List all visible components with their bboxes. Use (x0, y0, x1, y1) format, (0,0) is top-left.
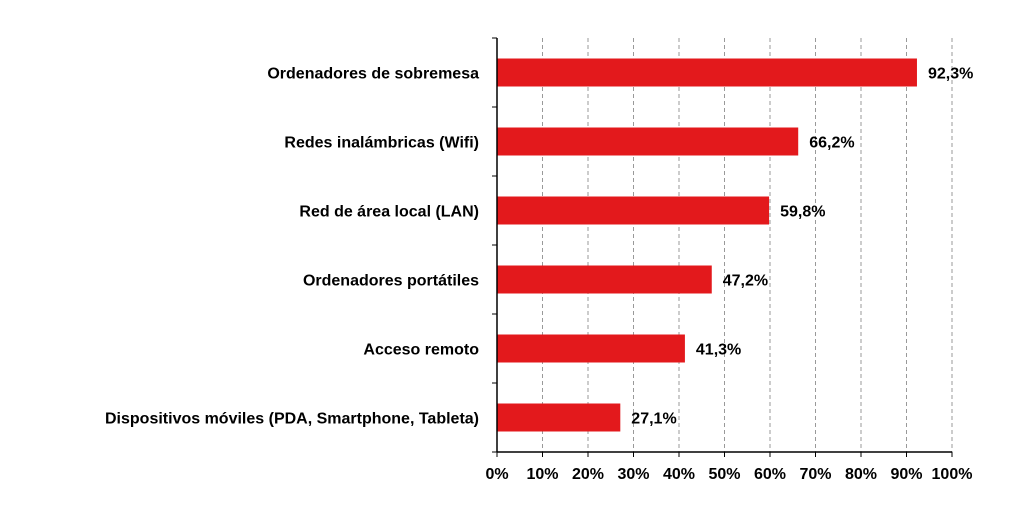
data-label: 27,1% (631, 411, 676, 428)
bar (497, 127, 799, 156)
x-tick-label: 40% (663, 466, 695, 483)
category-label: Red de área local (LAN) (299, 204, 479, 221)
bar (497, 265, 712, 294)
bar (497, 196, 770, 225)
bar (497, 334, 685, 363)
axes (492, 37, 953, 457)
x-tick-label: 50% (708, 466, 740, 483)
labels: 0% 10% 20% 30% 40% 50% 60% 70% 80% 90% 100% Ordenad… (105, 66, 973, 484)
bar (497, 58, 917, 87)
data-label: 41,3% (696, 342, 741, 359)
x-tick-label: 20% (572, 466, 604, 483)
category-label: Dispositivos móviles (PDA, Smartphone, T… (105, 411, 479, 428)
x-tick-label: 80% (845, 466, 877, 483)
category-label: Ordenadores portátiles (303, 273, 479, 290)
x-tick-label: 90% (890, 466, 922, 483)
data-label: 66,2% (809, 135, 854, 152)
x-tick-label: 100% (932, 466, 973, 483)
x-tick-label: 30% (617, 466, 649, 483)
bar (497, 403, 621, 432)
gridlines (542, 38, 953, 452)
category-label: Acceso remoto (363, 342, 479, 359)
data-label: 59,8% (780, 204, 825, 221)
x-tick-label: 0% (485, 466, 508, 483)
data-label: 47,2% (723, 273, 768, 290)
data-label: 92,3% (928, 66, 973, 83)
category-label: Redes inalámbricas (Wifi) (284, 135, 479, 152)
category-label: Ordenadores de sobremesa (267, 66, 479, 83)
bars (497, 58, 917, 432)
x-tick-label: 60% (754, 466, 786, 483)
x-tick-label: 70% (799, 466, 831, 483)
x-tick-label: 10% (526, 466, 558, 483)
